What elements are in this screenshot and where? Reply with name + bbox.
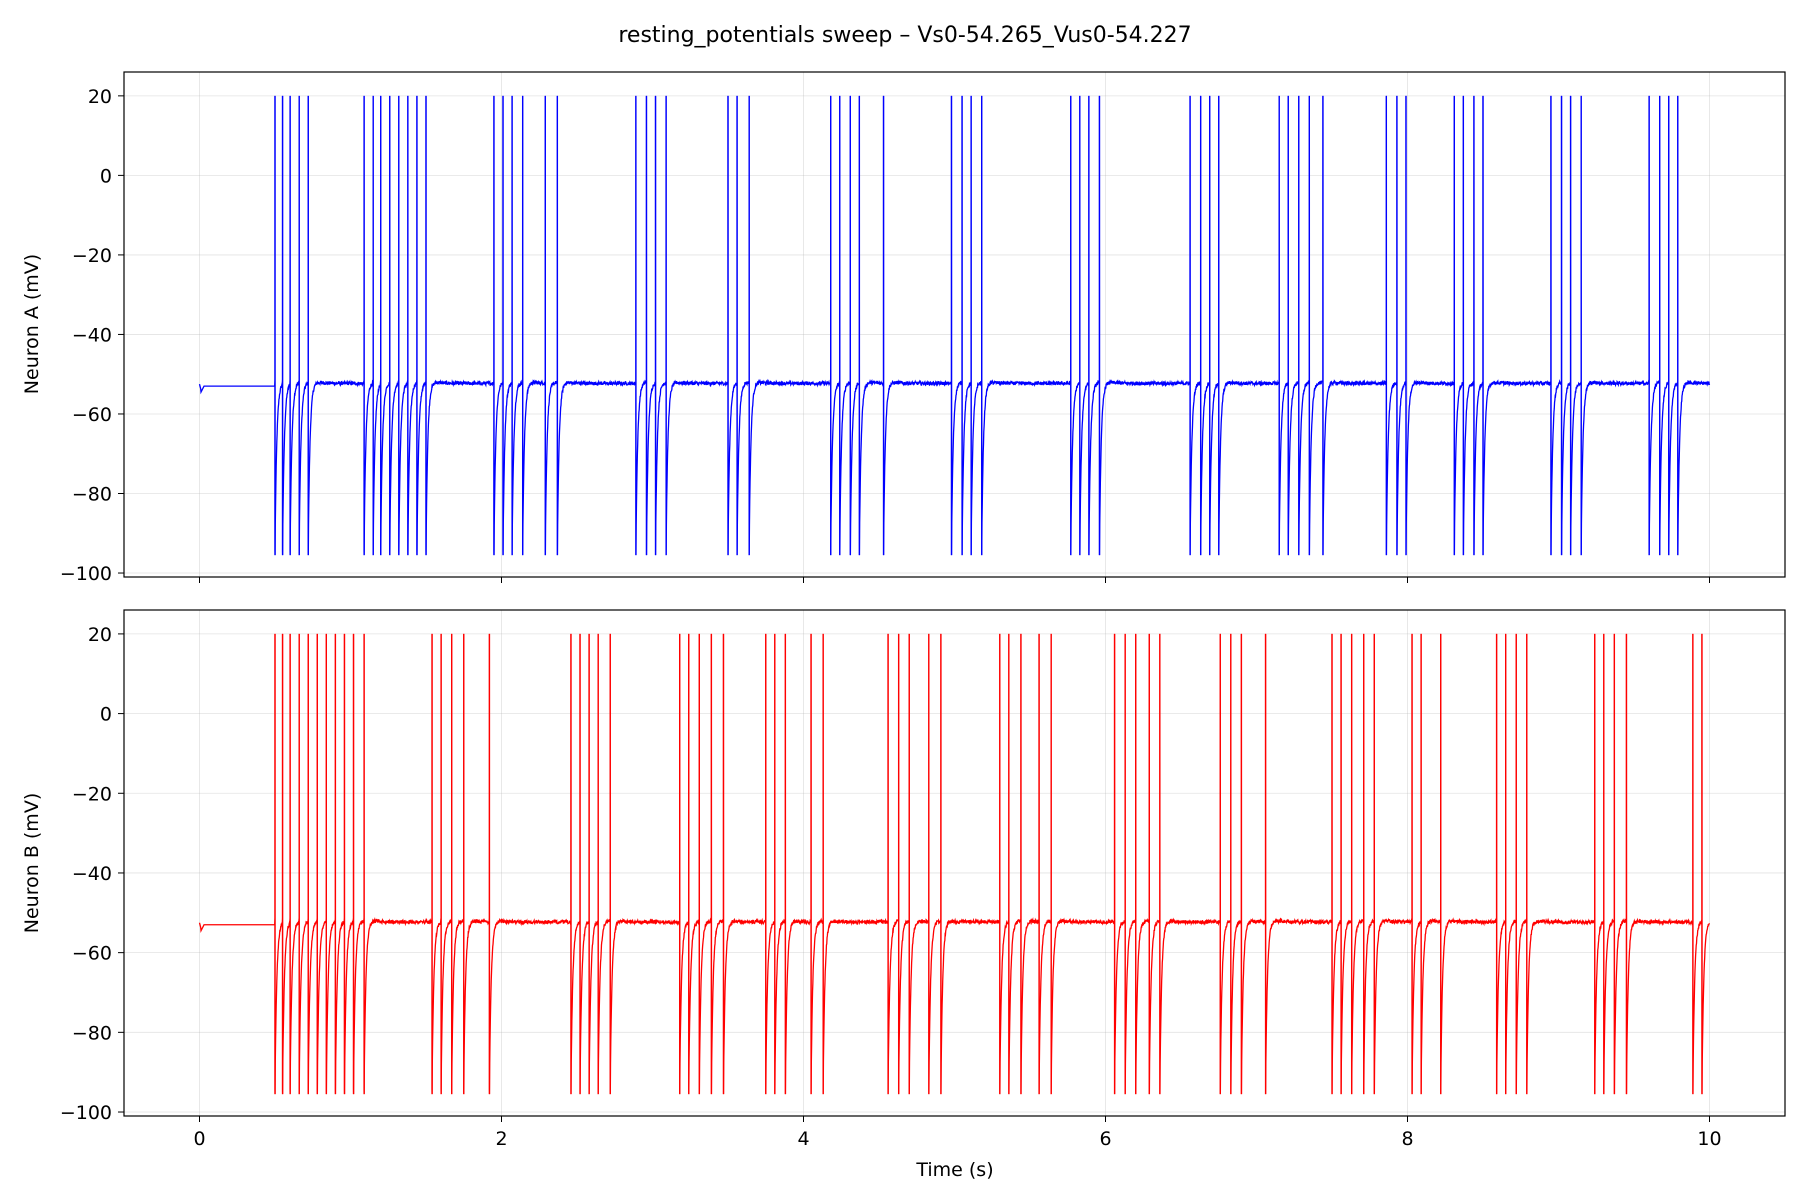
x-axis-label: Time (s) (915, 1159, 993, 1181)
y-tick-label: −40 (72, 863, 112, 885)
trace-neuron-a (198, 95, 1711, 556)
series-line-neuron-b (198, 633, 1711, 1095)
y-tick-label: 20 (88, 624, 112, 646)
trace-neuron-b (198, 633, 1711, 1095)
y-tick-label: −60 (72, 404, 112, 426)
y-tick-label: 0 (100, 704, 112, 726)
y-tick-label: −80 (72, 483, 112, 505)
panel-neuron-b: 20 0 −20 −40 −60 −80 −100 0 2 4 6 8 10 Neuron B (mV… (21, 609, 1786, 1181)
x-tick-label: 0 (193, 1128, 205, 1150)
x-axis-top (199, 577, 1710, 583)
y-tick-label: −100 (60, 563, 112, 585)
axes-frame-bottom (123, 609, 1786, 1117)
y-axis-bottom: 20 0 −20 −40 −60 −80 −100 (60, 624, 124, 1124)
x-tick-label: 10 (1697, 1128, 1721, 1150)
x-axis-bottom: 0 2 4 6 8 10 (193, 1116, 1722, 1150)
y-tick-label: 20 (88, 86, 112, 108)
grid-bottom (124, 610, 1785, 1116)
figure-title: resting_potentials sweep – Vs0-54.265_Vu… (618, 23, 1191, 48)
y-tick-label: −60 (72, 943, 112, 965)
y-tick-label: −40 (72, 324, 112, 346)
panel-neuron-a: 20 0 −20 −40 −60 −80 −100 Neuron A (mV) (21, 71, 1786, 585)
y-tick-label: −100 (60, 1102, 112, 1124)
y-axis-label-top: Neuron A (mV) (21, 254, 43, 394)
x-tick-label: 6 (1099, 1128, 1111, 1150)
x-tick-label: 8 (1401, 1128, 1413, 1150)
series-line-neuron-a (198, 95, 1711, 556)
y-axis-top: 20 0 −20 −40 −60 −80 −100 (60, 86, 124, 585)
x-tick-label: 2 (495, 1128, 507, 1150)
y-tick-label: −80 (72, 1022, 112, 1044)
y-axis-label-bottom: Neuron B (mV) (21, 793, 43, 933)
y-tick-label: 0 (100, 165, 112, 187)
y-tick-label: −20 (72, 783, 112, 805)
y-tick-label: −20 (72, 245, 112, 267)
axes-frame-top (123, 71, 1786, 578)
x-tick-label: 4 (797, 1128, 809, 1150)
